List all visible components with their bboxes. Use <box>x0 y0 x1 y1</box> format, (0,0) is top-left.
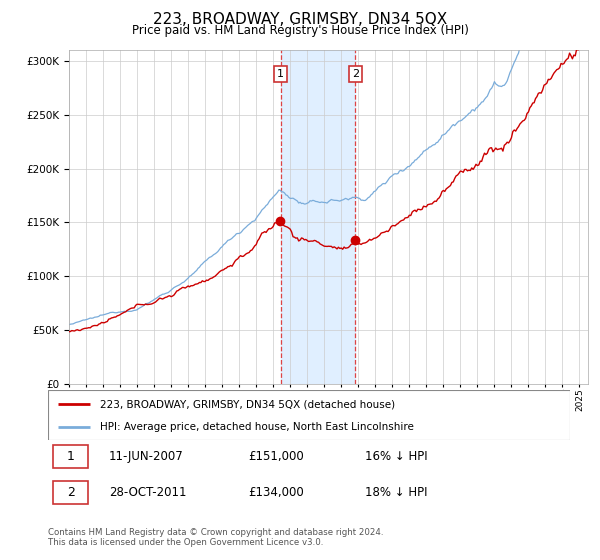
Text: 2: 2 <box>67 486 74 499</box>
Text: 16% ↓ HPI: 16% ↓ HPI <box>365 450 427 463</box>
Text: 223, BROADWAY, GRIMSBY, DN34 5QX (detached house): 223, BROADWAY, GRIMSBY, DN34 5QX (detach… <box>100 399 395 409</box>
Text: 28-OCT-2011: 28-OCT-2011 <box>109 486 186 499</box>
Text: 1: 1 <box>67 450 74 463</box>
FancyBboxPatch shape <box>53 481 88 504</box>
Text: Price paid vs. HM Land Registry's House Price Index (HPI): Price paid vs. HM Land Registry's House … <box>131 24 469 37</box>
Text: 11-JUN-2007: 11-JUN-2007 <box>109 450 184 463</box>
Text: 1: 1 <box>277 69 284 79</box>
Bar <box>281 50 355 384</box>
Text: 2: 2 <box>352 69 359 79</box>
Text: HPI: Average price, detached house, North East Lincolnshire: HPI: Average price, detached house, Nort… <box>100 422 414 432</box>
Text: 18% ↓ HPI: 18% ↓ HPI <box>365 486 427 499</box>
FancyBboxPatch shape <box>53 445 88 468</box>
Text: £151,000: £151,000 <box>248 450 304 463</box>
Text: 223, BROADWAY, GRIMSBY, DN34 5QX: 223, BROADWAY, GRIMSBY, DN34 5QX <box>153 12 447 27</box>
Text: Contains HM Land Registry data © Crown copyright and database right 2024.
This d: Contains HM Land Registry data © Crown c… <box>48 528 383 547</box>
Text: £134,000: £134,000 <box>248 486 304 499</box>
